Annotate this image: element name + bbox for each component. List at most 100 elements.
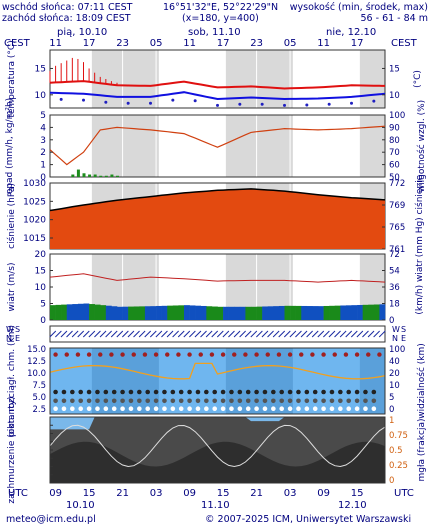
wind-speed-bar [178, 305, 185, 320]
cloud-base-dot [271, 398, 276, 404]
night-shade [359, 115, 385, 177]
compass-letter-left: W [6, 325, 14, 334]
wind-speed-bar [184, 305, 190, 320]
wind-direction-arrow [311, 330, 319, 338]
cloud-low-dot [137, 406, 142, 412]
wind-direction-arrow [222, 330, 230, 338]
cloud-base-dot [220, 398, 226, 404]
wind-speed-bar [256, 306, 263, 320]
cloud-base-dot [354, 389, 360, 395]
wind-direction-arrow [189, 330, 196, 338]
cloud-low-dot [145, 406, 151, 412]
top-hour-label: 05 [150, 38, 163, 49]
cloud-base-dot [329, 389, 335, 395]
cloud-base-dot [145, 389, 151, 395]
dew-marker [350, 101, 353, 105]
top-hour-label: 17 [217, 38, 230, 49]
top-hour-label: 05 [284, 38, 297, 49]
cloud-low-dot [170, 406, 176, 412]
footer-email[interactable]: meteo@icm.edu.pl [6, 514, 96, 525]
wind-speed-bar [72, 304, 79, 320]
cloud-base-dot [304, 398, 310, 404]
cloud-low-dot [279, 406, 285, 412]
cloud-base-dot [321, 389, 326, 395]
cloud-low-dot [296, 406, 301, 412]
day-label-1: pią, 10.10 [57, 27, 107, 38]
wind-speed-bar [128, 306, 135, 320]
wind-direction-arrow [200, 330, 207, 338]
cloud-top-dot [109, 352, 114, 357]
y-tick-label-right: 10 [389, 91, 400, 101]
wind-axis-label: wiatr (m/s) [7, 263, 17, 312]
wind-speed-bar [357, 304, 363, 320]
cloud-base-dot [170, 398, 176, 404]
y-tick-label: 1 [40, 161, 46, 171]
cloud-base-dot [346, 389, 352, 395]
wind-speed-bar [167, 305, 174, 320]
wind-speed-bar [290, 305, 296, 320]
cloud-base-dot [287, 398, 293, 404]
wind-speed-bar [267, 306, 274, 320]
day-label-3: nie, 12.10 [326, 27, 376, 38]
top-zone-left: CEST [4, 38, 31, 49]
cloud-low-dot [70, 406, 75, 412]
cloud-top-dot [265, 352, 270, 357]
cloud-base-dot [95, 389, 100, 395]
precip-bar [110, 174, 114, 177]
cloud-base-dot [178, 398, 184, 404]
y-tick-label-right: 70 [389, 148, 400, 158]
wind-direction-arrow [306, 330, 313, 338]
cloud-base-dot [111, 389, 117, 395]
y-tick-label: 5.0 [32, 393, 46, 403]
cloud-low-dot [78, 406, 84, 412]
y-tick-label-right: 765 [389, 223, 405, 233]
cloud-low-dot [229, 406, 234, 412]
top-hour-label: 11 [317, 38, 330, 49]
y-tick-label: 15 [35, 267, 46, 277]
wind-speed-bar [111, 306, 118, 320]
cloud-top-dot [299, 352, 304, 357]
y-tick-label: 10 [35, 283, 47, 293]
cloud-base-dot [128, 398, 134, 404]
wind-direction-arrow [166, 330, 174, 338]
cloud-base-dot [111, 398, 117, 404]
cloud-base-dot [321, 398, 326, 404]
y-tick-label-right: 60 [389, 161, 400, 171]
wind-speed-bar [362, 304, 369, 320]
wind-direction-arrow [88, 330, 96, 338]
cloud-base-dot [371, 398, 377, 404]
y-tick-label-right: 769 [389, 201, 405, 211]
dew-marker [149, 101, 152, 105]
cloud-base-dot [237, 389, 243, 395]
wind-speed-bar [189, 305, 196, 320]
cloud-low-dot [178, 406, 184, 412]
bottom-hour-label: 21 [250, 488, 263, 499]
wind-direction-arrow [216, 330, 224, 338]
wind-direction-arrow [350, 330, 358, 338]
cloud-top-dot [142, 352, 148, 357]
cloud-low-dot [338, 406, 343, 412]
pressure-area [50, 188, 385, 249]
cloud-base-dot [254, 389, 259, 395]
top-hour-label: 11 [49, 38, 62, 49]
top-hour-label: 11 [183, 38, 196, 49]
wind-direction-arrow [256, 330, 263, 338]
cloud-top-dot [153, 352, 159, 357]
night-shade [91, 50, 159, 108]
night-shade [225, 348, 293, 414]
cloud-base-dot [153, 398, 159, 404]
wind-speed-bar [55, 304, 62, 320]
cloud-base-dot [120, 389, 125, 395]
cloud-top-dot [98, 352, 103, 357]
dew-marker [82, 98, 85, 102]
wind-direction-arrow [161, 330, 168, 338]
y-tick-label: 2 [40, 148, 46, 158]
cloud-top-dot [131, 352, 136, 357]
cloud-base-dot [220, 389, 226, 395]
pressure-axis-label: ciśnienie (hPa) [6, 183, 17, 249]
cloud-low-dot [271, 406, 276, 412]
footer-copyright: © 2007-2025 ICM, Uniwersytet Warszawski [205, 514, 412, 525]
wind-speed-bar [234, 306, 241, 320]
cloud-base-dot [195, 398, 201, 404]
cloud-base-dot [86, 398, 92, 404]
